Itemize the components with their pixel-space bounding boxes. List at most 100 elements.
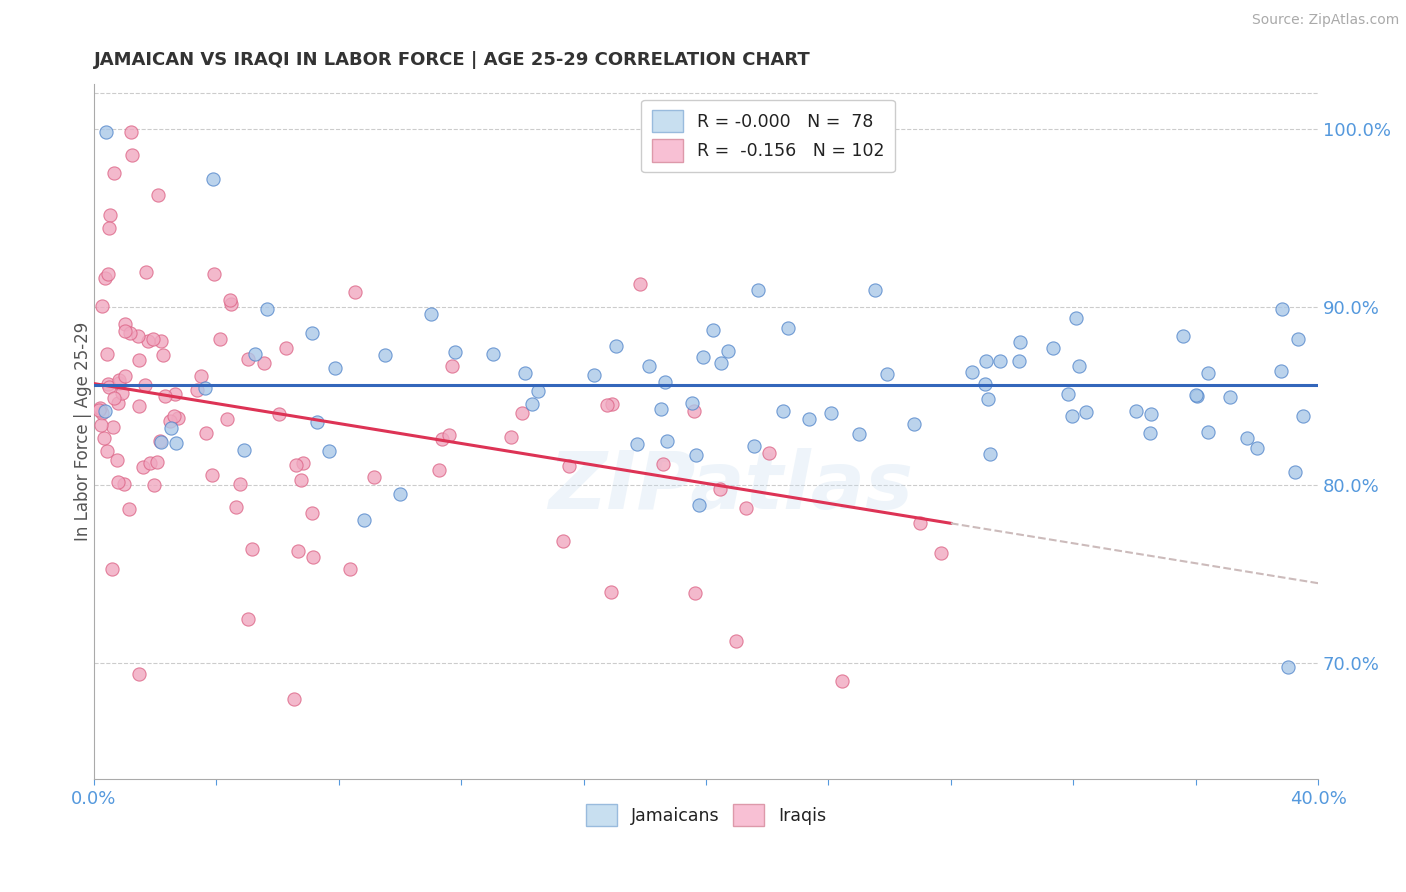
Point [848,427,870,442]
Point [977,392,1000,406]
Point [1008,335,1031,350]
Point [742,439,765,453]
Point [353,513,375,527]
Point [551,533,574,548]
Point [323,360,346,375]
Point [276,341,298,355]
Point [599,584,621,599]
Point [1286,332,1309,346]
Point [558,458,581,473]
Point [772,403,794,417]
Legend: Jamaicans, Iraqis: Jamaicans, Iraqis [579,797,834,833]
Point [114,324,136,338]
Point [929,546,952,560]
Point [515,366,537,380]
Point [150,434,173,449]
Point [339,562,361,576]
Point [1008,354,1031,368]
Point [290,473,312,487]
Point [132,460,155,475]
Point [291,456,314,470]
Point [688,498,710,512]
Point [236,612,259,626]
Point [97,268,120,282]
Point [301,326,323,341]
Point [225,500,247,514]
Point [443,344,465,359]
Point [702,323,724,337]
Point [388,486,411,500]
Point [363,469,385,483]
Point [103,166,125,180]
Point [252,356,274,370]
Point [758,446,780,460]
Point [1184,388,1206,402]
Point [111,385,134,400]
Point [1125,404,1147,418]
Point [287,544,309,558]
Point [962,365,984,379]
Point [134,378,156,392]
Point [208,332,231,346]
Point [681,396,703,410]
Point [979,446,1001,460]
Point [1270,363,1292,377]
Point [139,457,162,471]
Point [96,444,118,458]
Point [685,448,707,462]
Point [105,452,128,467]
Point [128,666,150,681]
Point [482,347,505,361]
Point [710,356,733,370]
Point [1140,407,1163,421]
Point [148,187,170,202]
Point [165,436,187,450]
Point [135,265,157,279]
Point [1139,426,1161,441]
Point [190,369,212,384]
Point [734,501,756,516]
Point [204,267,226,281]
Point [118,502,141,516]
Point [1062,409,1084,423]
Point [988,354,1011,368]
Y-axis label: In Labor Force | Age 25-29: In Labor Force | Age 25-29 [75,322,91,541]
Point [526,384,548,399]
Point [682,403,704,417]
Point [90,417,112,432]
Point [374,348,396,362]
Point [219,297,242,311]
Point [146,454,169,468]
Point [89,401,111,415]
Point [652,457,675,471]
Point [120,125,142,139]
Point [430,432,453,446]
Point [1173,328,1195,343]
Point [153,389,176,403]
Point [520,397,543,411]
Point [439,428,461,442]
Point [724,634,747,648]
Point [1042,341,1064,355]
Point [166,411,188,425]
Point [150,334,173,348]
Point [974,354,997,368]
Point [638,359,661,374]
Point [427,463,450,477]
Point [163,409,186,423]
Point [118,326,141,340]
Point [87,403,110,417]
Point [149,434,172,448]
Point [97,377,120,392]
Point [820,406,842,420]
Point [285,458,308,472]
Point [654,376,676,390]
Point [343,285,366,300]
Point [692,350,714,364]
Point [302,550,325,565]
Point [159,413,181,427]
Point [441,359,464,373]
Point [98,221,121,235]
Point [1057,387,1080,401]
Point [114,317,136,331]
